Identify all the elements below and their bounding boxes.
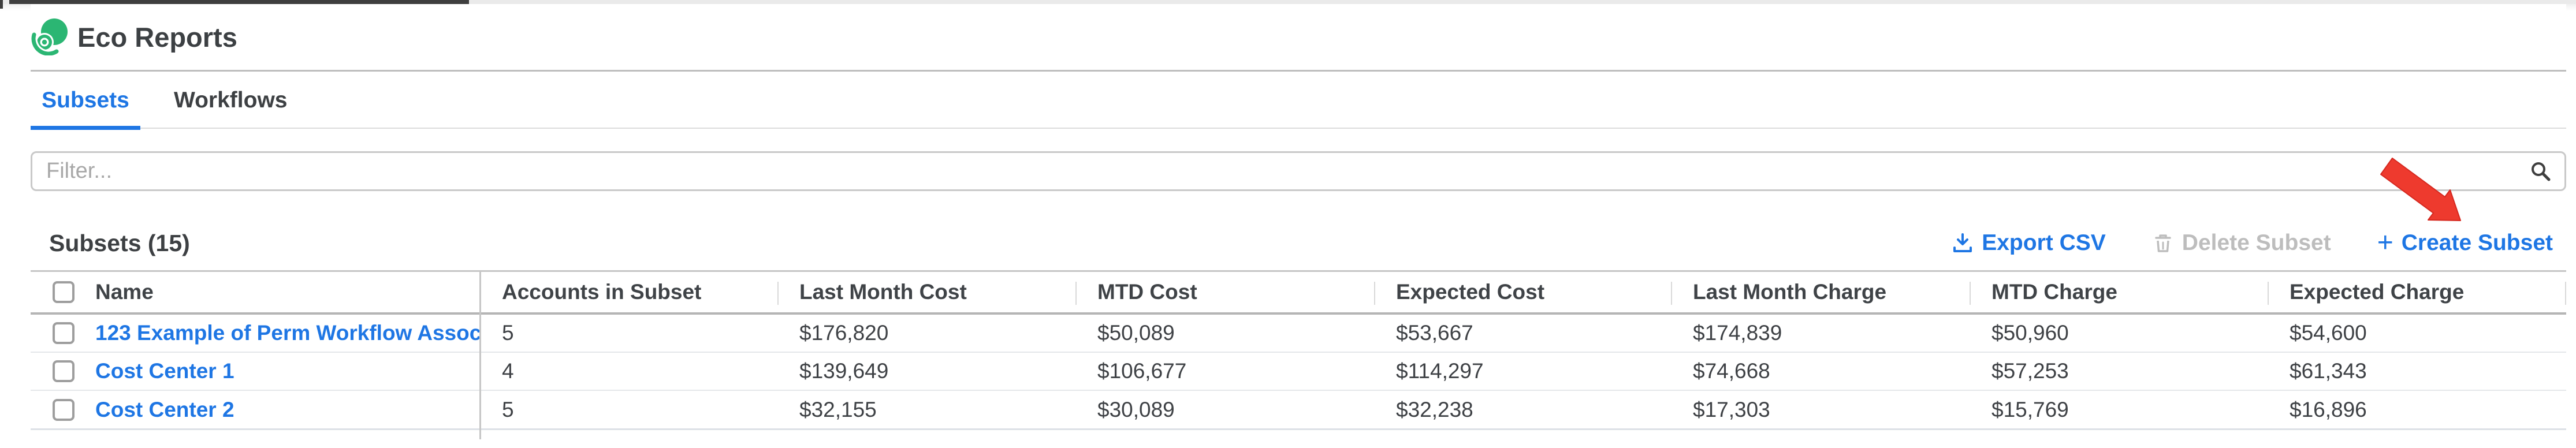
search-icon[interactable] xyxy=(2530,160,2552,182)
mtd-cost-cell: $30,089 xyxy=(1097,397,1175,421)
export-csv-label: Export CSV xyxy=(1982,230,2106,255)
plus-icon: + xyxy=(2377,227,2393,258)
create-subset-button[interactable]: + Create Subset xyxy=(2377,227,2553,258)
mtd-cost-cell: $106,677 xyxy=(1097,359,1187,383)
list-toolbar: Subsets (15) Export CSV Delete Subset xyxy=(49,228,2553,258)
toolbar-actions: Export CSV Delete Subset + Create Subset xyxy=(1952,227,2553,258)
table-row: 123 Example of Perm Workflow Association… xyxy=(31,315,2566,353)
filter-input[interactable] xyxy=(45,158,2530,184)
eco-reports-logo-icon xyxy=(31,18,68,55)
table-header-row: Name Accounts in Subset Last Month Cost … xyxy=(31,272,2566,315)
mtd-charge-cell: $15,769 xyxy=(1991,397,2069,421)
row-name-cell: Cost Center 1 xyxy=(31,359,480,383)
name-column-divider xyxy=(479,272,481,439)
header-cell-last-month-cost: Last Month Cost xyxy=(777,272,1075,312)
header-cell-expected-charge: Expected Charge xyxy=(2268,272,2566,312)
subset-name-link[interactable]: Cost Center 2 xyxy=(95,397,234,421)
tab-subsets-label: Subsets xyxy=(42,88,129,113)
select-all-checkbox[interactable] xyxy=(53,281,75,303)
mtd-charge-cell: $50,960 xyxy=(1991,321,2069,345)
window-corner xyxy=(0,0,3,9)
last-month-charge-cell: $74,668 xyxy=(1693,359,1770,383)
filter-bar xyxy=(31,151,2566,191)
annotation-red-arrow xyxy=(2380,158,2461,221)
last-month-cost-cell: $176,820 xyxy=(799,321,889,345)
window-edge xyxy=(0,0,2576,4)
tab-workflows-label: Workflows xyxy=(174,88,288,113)
row-checkbox[interactable] xyxy=(53,322,75,344)
last-month-cost-cell: $139,649 xyxy=(799,359,889,383)
expected-cost-cell: $114,297 xyxy=(1396,359,1484,383)
tab-bar: Subsets Workflows xyxy=(31,73,2566,130)
column-label-name: Name xyxy=(95,280,154,304)
export-csv-button[interactable]: Export CSV xyxy=(1952,230,2106,256)
header-cell-mtd-cost: MTD Cost xyxy=(1075,272,1374,312)
last-month-charge-cell: $17,303 xyxy=(1693,397,1770,421)
page-title: Eco Reports xyxy=(77,21,237,53)
subset-name-link[interactable]: 123 Example of Perm Workflow Association xyxy=(95,321,480,345)
header-cell-last-month-charge: Last Month Charge xyxy=(1671,272,1970,312)
download-icon xyxy=(1953,233,1972,252)
create-subset-label: Create Subset xyxy=(2401,230,2553,255)
trash-icon xyxy=(2155,234,2171,252)
app-header: Eco Reports xyxy=(31,4,2566,72)
delete-subset-label: Delete Subset xyxy=(2182,230,2331,255)
subset-name-link[interactable]: Cost Center 1 xyxy=(95,359,234,383)
row-name-cell: 123 Example of Perm Workflow Association xyxy=(31,321,480,345)
accounts-cell: 5 xyxy=(502,397,514,421)
last-month-cost-cell: $32,155 xyxy=(799,397,877,421)
header-cell-mtd-charge: MTD Charge xyxy=(1970,272,2268,312)
table-row: Cost Center 2 5 $32,155 $30,089 $32,238 … xyxy=(31,391,2566,430)
last-month-charge-cell: $174,839 xyxy=(1693,321,1782,345)
expected-charge-cell: $61,343 xyxy=(2290,359,2367,383)
mtd-cost-cell: $50,089 xyxy=(1097,321,1175,345)
tab-workflows[interactable]: Workflows xyxy=(168,73,293,128)
header-cell-expected-cost: Expected Cost xyxy=(1374,272,1671,312)
row-checkbox[interactable] xyxy=(53,398,75,421)
header-cell-name: Name xyxy=(31,272,480,312)
expected-charge-cell: $54,600 xyxy=(2290,321,2367,345)
delete-subset-button[interactable]: Delete Subset xyxy=(2152,230,2331,256)
list-title: Subsets (15) xyxy=(49,229,190,256)
expected-charge-cell: $16,896 xyxy=(2290,397,2367,421)
expected-cost-cell: $32,238 xyxy=(1396,397,1473,421)
subsets-table: Name Accounts in Subset Last Month Cost … xyxy=(31,270,2566,439)
mtd-charge-cell: $57,253 xyxy=(1991,359,2069,383)
expected-cost-cell: $53,667 xyxy=(1396,321,1473,345)
accounts-cell: 4 xyxy=(502,359,514,383)
row-checkbox[interactable] xyxy=(53,360,75,382)
row-name-cell: Cost Center 2 xyxy=(31,398,480,422)
header-cell-accounts: Accounts in Subset xyxy=(502,280,702,304)
accounts-cell: 5 xyxy=(502,321,514,345)
tab-subsets[interactable]: Subsets xyxy=(31,73,140,130)
window-edge-dark-segment xyxy=(9,0,469,4)
table-row: Cost Center 1 4 $139,649 $106,677 $114,2… xyxy=(31,353,2566,391)
